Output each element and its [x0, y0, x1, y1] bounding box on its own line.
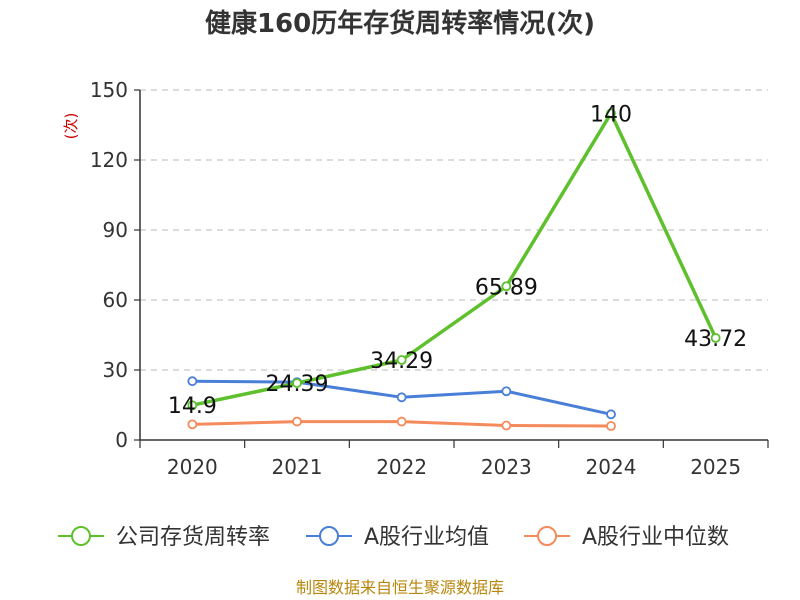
chart-title: 健康160历年存货周转率情况(次) [205, 8, 595, 39]
legend-label: A股行业中位数 [582, 525, 729, 550]
y-tick-label: 0 [115, 428, 128, 452]
y-tick-label: 90 [103, 218, 128, 242]
y-tick-label: 150 [90, 78, 128, 102]
data-label: 140 [590, 102, 632, 127]
legend-swatch-marker [537, 526, 557, 546]
data-label: 65.89 [475, 275, 538, 300]
data-label: 43.72 [684, 327, 747, 352]
data-point [187, 400, 198, 411]
series-layer [187, 108, 721, 431]
legend-label: A股行业均值 [364, 525, 489, 550]
data-point [187, 376, 198, 387]
data-point [710, 333, 721, 343]
x-tick-label: 2024 [586, 455, 637, 479]
legend-swatch-marker [71, 526, 91, 546]
data-point [501, 386, 512, 397]
data-point [187, 419, 198, 430]
x-tick-label: 2020 [167, 455, 218, 479]
grid-layer [140, 89, 768, 371]
data-point [606, 421, 616, 431]
data-point [292, 378, 302, 388]
series-line [191, 111, 718, 407]
x-tick-label: 2025 [690, 455, 741, 479]
data-point [396, 355, 407, 365]
y-tick-label: 30 [103, 358, 128, 382]
legend-swatch-marker [319, 526, 339, 546]
legend: 公司存货周转率 A股行业均值 A股行业中位数 [58, 525, 729, 550]
data-point [396, 416, 407, 427]
data-point [292, 416, 302, 427]
y-tick-label: 120 [90, 148, 128, 172]
data-point [396, 392, 407, 403]
data-label: 24.39 [266, 372, 329, 397]
x-tick-label: 2022 [376, 455, 427, 479]
data-point [501, 420, 512, 431]
y-axis-label: (次) [62, 113, 80, 140]
data-point [501, 281, 512, 292]
data-label: 14.9 [168, 394, 217, 419]
data-point [606, 409, 616, 420]
y-tick-label: 60 [103, 288, 128, 312]
source-note: 制图数据来自恒生聚源数据库 [296, 578, 504, 597]
x-tick-label: 2023 [481, 455, 532, 479]
data-label-layer: 14.9 24.39 34.29 65.89 140 43.72 [168, 102, 747, 419]
data-label: 34.29 [370, 349, 433, 374]
axis-layer: 0 30 60 90 120 150 2020 2021 2022 2023 2024 2025 [90, 78, 769, 479]
legend-label: 公司存货周转率 [116, 525, 270, 550]
x-tick-label: 2021 [272, 455, 323, 479]
data-point [606, 108, 616, 119]
